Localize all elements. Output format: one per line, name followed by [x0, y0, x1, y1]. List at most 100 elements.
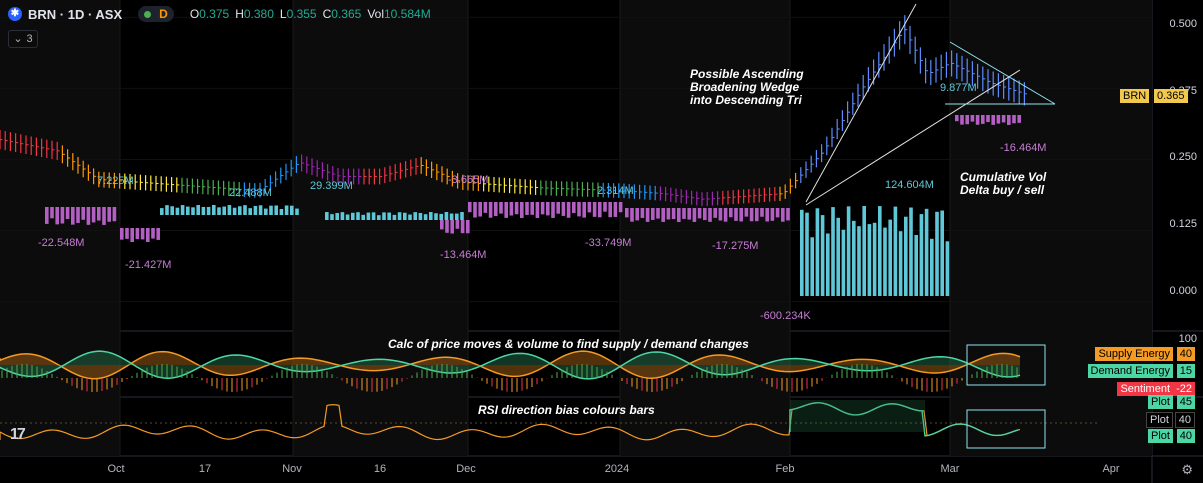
volume-delta-bar: [473, 202, 477, 218]
volume-delta-bar: [232, 207, 237, 215]
volume-delta-bar: [382, 212, 386, 220]
volume-value: 10.584M: [384, 7, 431, 21]
x-axis-label: 17: [198, 463, 212, 475]
demand-energy-line-area: [0, 351, 1020, 379]
x-axis-label: Dec: [456, 463, 476, 475]
volume-delta-bar: [613, 202, 618, 217]
volume-delta-bar: [592, 202, 597, 217]
volume-delta-bar: [335, 213, 339, 220]
market-status-pill[interactable]: D: [138, 6, 174, 22]
gear-icon[interactable]: ⚙: [1181, 462, 1193, 477]
volume-delta-bar: [682, 208, 686, 219]
rsi-plot-value: 40: [1176, 429, 1195, 443]
x-axis-label: 2024: [604, 463, 630, 475]
demand-energy-value: 15: [1176, 364, 1195, 378]
symbol-header[interactable]: ✱ BRN · 1D · ASX D O0.375 H0.380 L0.355 C0.…: [8, 6, 437, 22]
volume-delta-bar: [366, 212, 371, 220]
delta-label: 124.604M: [885, 179, 934, 191]
delta-label: 7.225M: [97, 175, 134, 187]
rsi-bull-zone: [790, 400, 925, 432]
delta-label: 9.877M: [940, 82, 977, 94]
volume-delta-bar: [608, 202, 612, 218]
volume-delta-bar: [810, 237, 814, 296]
volume-delta-bar: [361, 214, 365, 220]
volume-delta-bar: [625, 208, 629, 218]
volume-delta-bar: [392, 214, 397, 220]
volume-delta-bar: [582, 202, 586, 218]
volume-delta-bar: [786, 208, 790, 221]
volume-delta-bar: [1007, 115, 1011, 125]
rsi-note: RSI direction bias colours bars: [478, 403, 655, 417]
volume-delta-bar: [295, 208, 299, 215]
volume-delta-bar: [160, 208, 164, 215]
supply-energy-line-area: [0, 351, 1020, 379]
volume-delta-bar: [598, 202, 602, 218]
volume-delta-bar: [45, 207, 49, 224]
volume-delta-bar: [546, 202, 550, 216]
x-axis-label: Apr: [1102, 463, 1120, 475]
volume-delta-bar: [444, 212, 449, 220]
indicators-toggle-button[interactable]: ⌄ 3: [8, 30, 38, 48]
volume-delta-bar: [227, 205, 232, 215]
volume-delta-bar: [387, 212, 391, 220]
volume-delta-bar: [852, 220, 856, 296]
volume-delta-bar: [815, 208, 820, 296]
volume-delta-bar: [703, 208, 707, 221]
market-status-letter: D: [159, 7, 168, 21]
volume-delta-bar: [217, 207, 221, 215]
volume-delta-bar: [981, 115, 985, 124]
volume-delta-bar: [904, 216, 908, 296]
volume-delta-bar: [449, 213, 454, 220]
volume-delta-bar: [909, 207, 913, 296]
volume-delta-bar: [460, 220, 465, 234]
volume-delta-bar: [525, 202, 529, 215]
volume-delta-bar: [551, 202, 555, 218]
volume-delta-bar: [846, 206, 851, 296]
x-axis-label: Oct: [107, 463, 125, 475]
rsi-plot-value: 45: [1176, 395, 1195, 409]
volume-delta-bar: [466, 220, 470, 234]
sentiment-value: -22: [1173, 382, 1195, 396]
x-axis-label: 16: [373, 463, 387, 475]
volume-delta-bar: [325, 212, 329, 220]
volume-delta-bar: [156, 228, 160, 240]
volume-delta-bar: [661, 208, 665, 222]
volume-delta-bar: [919, 214, 924, 296]
symbol-title[interactable]: BRN · 1D · ASX: [28, 6, 123, 22]
volume-delta-bar: [60, 207, 65, 224]
delta-label: -16.464M: [1000, 142, 1047, 154]
volume-delta-bar: [243, 205, 247, 215]
volume-delta-bar: [755, 208, 759, 222]
supply-energy-badge: Supply Energy: [1095, 347, 1173, 361]
volume-delta-bar: [165, 205, 169, 215]
price-tick: 0.000: [1169, 285, 1197, 297]
volume-delta-bar: [264, 208, 268, 215]
volume-delta-bar: [151, 228, 155, 239]
delta-note: Cumulative Vol Delta buy / sell: [960, 170, 1047, 197]
volume-delta-bar: [677, 208, 681, 222]
volume-delta-bar: [781, 208, 785, 222]
volume-delta-bar: [556, 202, 560, 214]
volume-delta-bar: [820, 215, 825, 296]
volume-delta-bar: [494, 202, 498, 217]
volume-delta-bar: [445, 220, 449, 233]
volume-delta-bar: [107, 207, 111, 222]
volume-delta-bar: [857, 226, 861, 296]
volume-delta-bar: [960, 115, 964, 125]
volume-delta-bar: [488, 202, 493, 218]
volume-delta-bar: [258, 205, 263, 215]
volume-delta-bar: [238, 206, 242, 215]
volume-delta-bar: [862, 206, 866, 296]
volume-delta-bar: [734, 208, 738, 221]
volume-delta-bar: [697, 208, 702, 219]
volume-delta-bar: [196, 205, 200, 215]
indicator-count: 3: [26, 33, 33, 45]
volume-delta-bar: [666, 208, 671, 220]
volume-delta-bar: [440, 220, 444, 230]
volume-delta-bar: [274, 205, 278, 215]
volume-delta-bar: [504, 202, 508, 218]
volume-delta-bar: [112, 207, 117, 222]
volume-delta-bar: [483, 202, 488, 213]
low-label: L: [279, 7, 287, 21]
